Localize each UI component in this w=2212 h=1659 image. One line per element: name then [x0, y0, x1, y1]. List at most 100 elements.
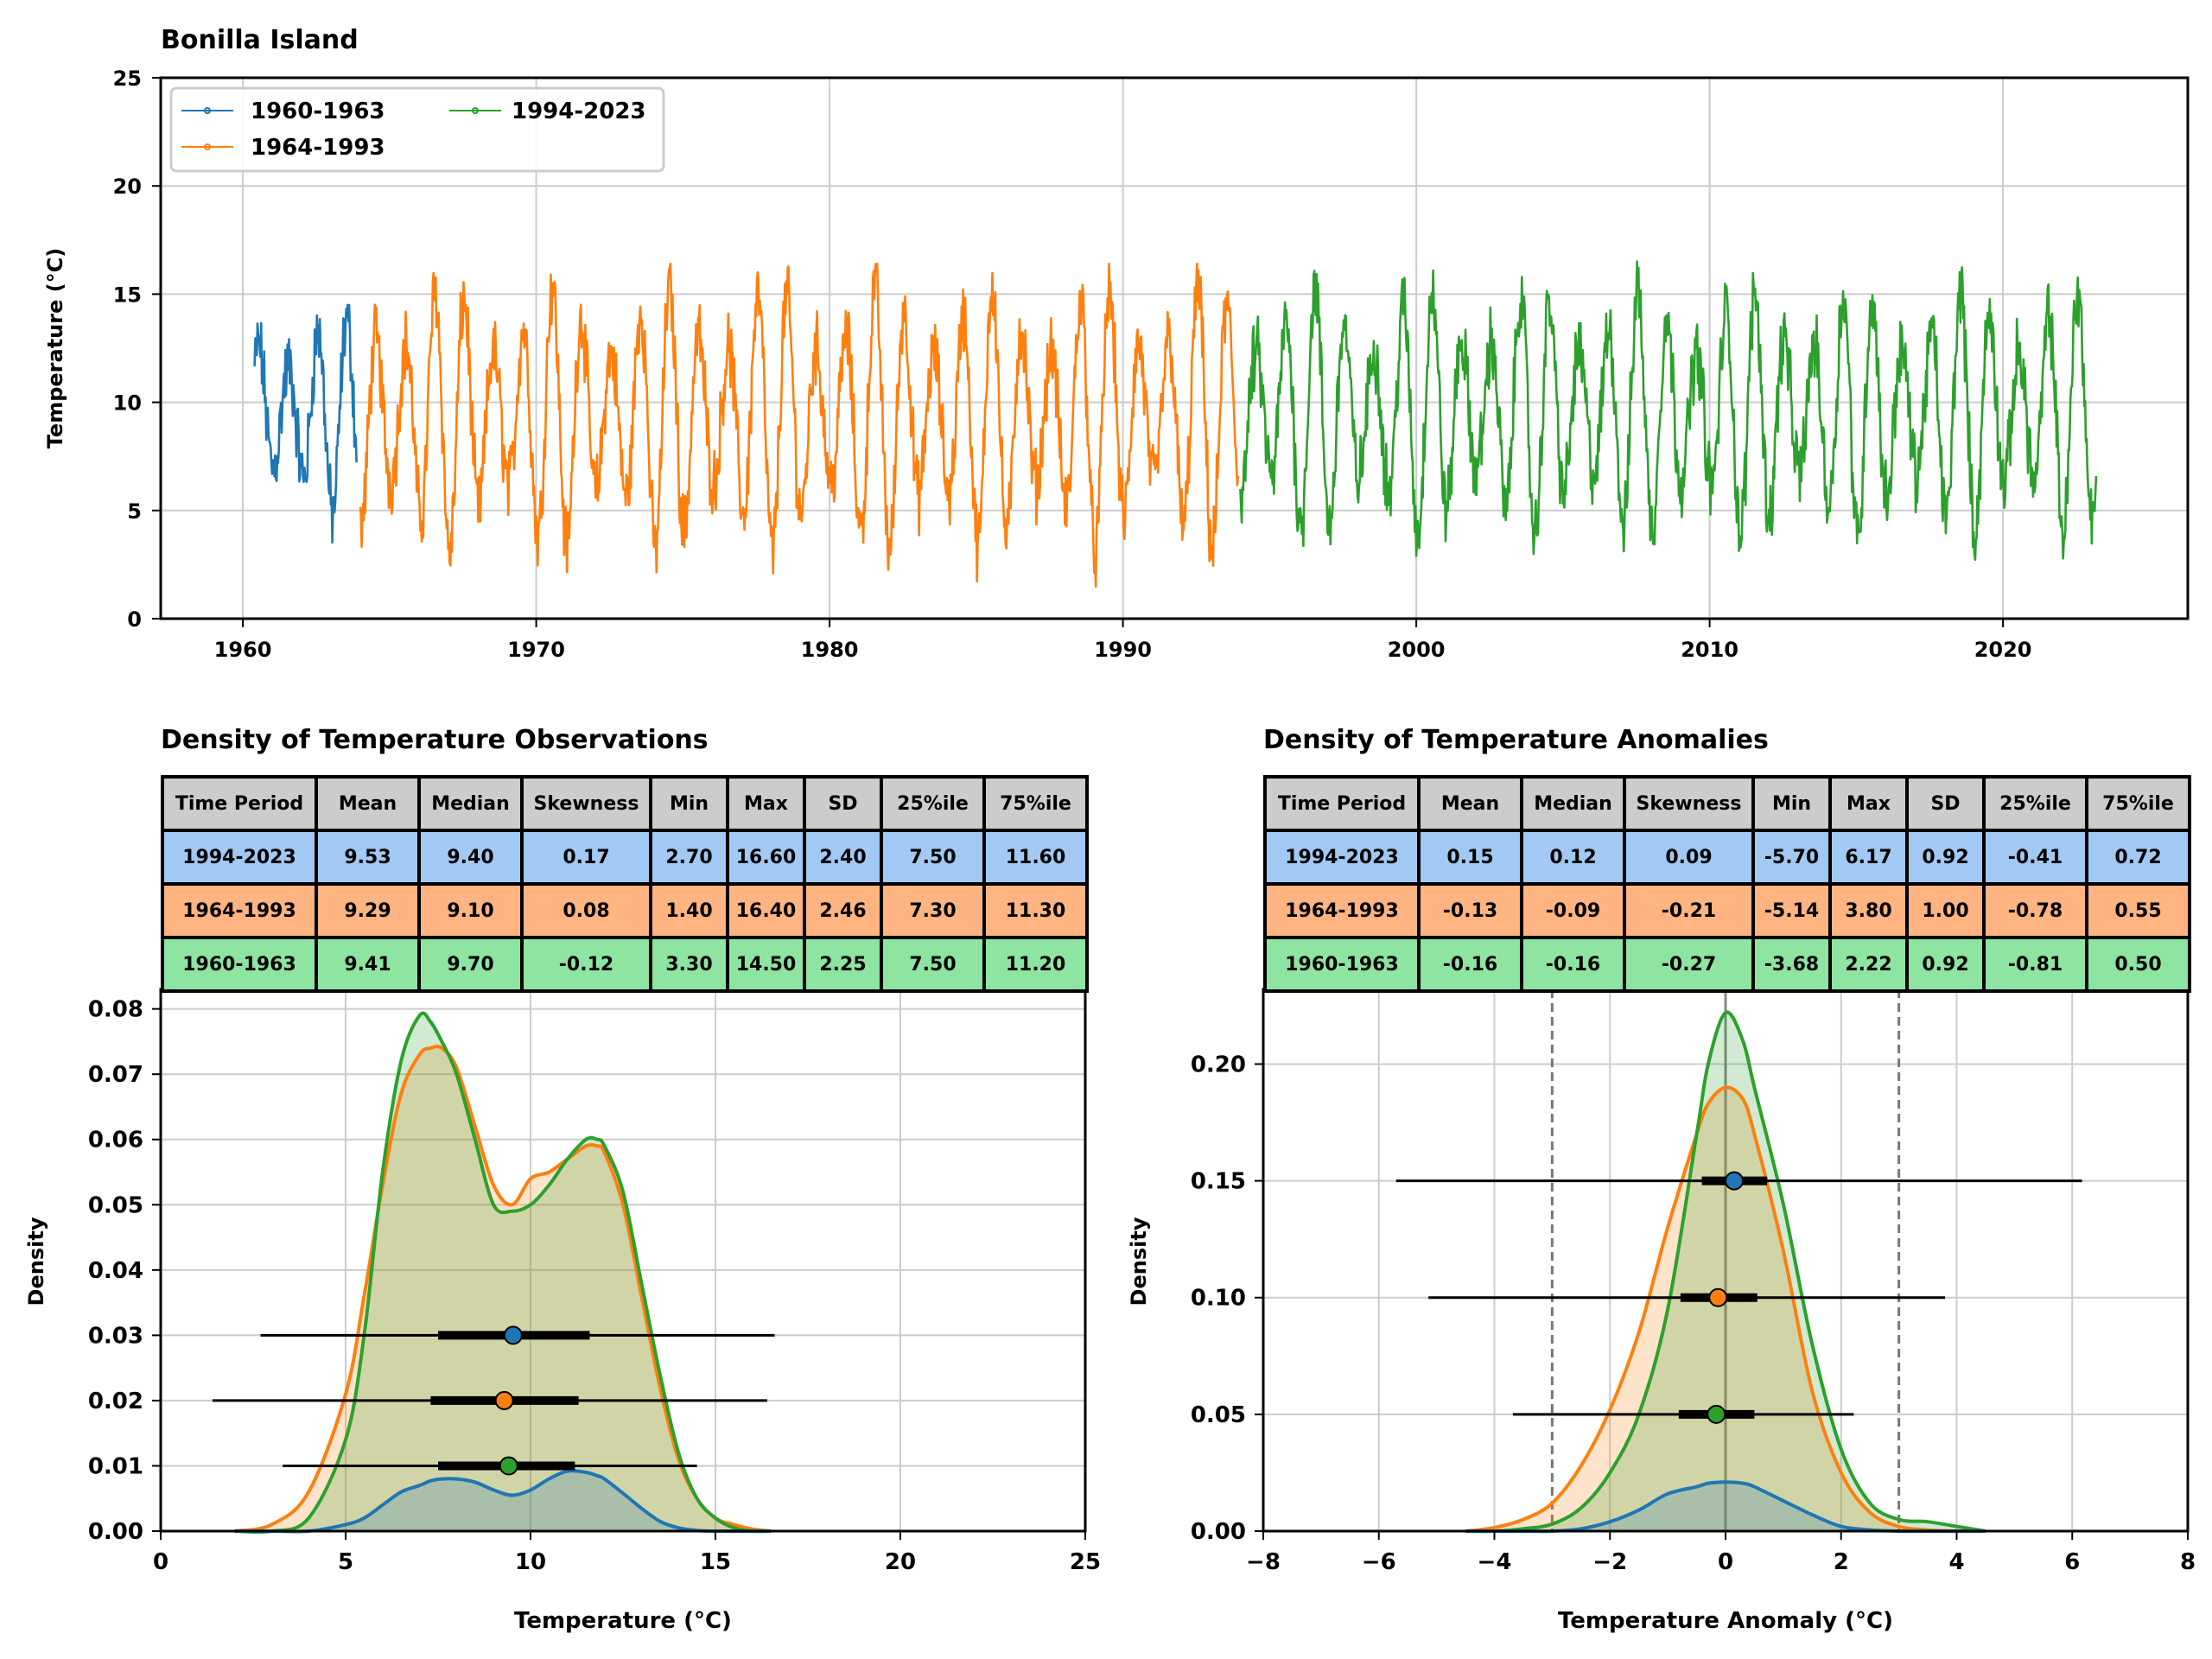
anomaly-table-cell: -0.78	[1982, 882, 2088, 939]
observation-table-header-cell: 75%ile	[982, 775, 1089, 832]
y-tick-label: 15	[113, 283, 142, 307]
anomaly-density-y-axis-label: Density	[1127, 1217, 1151, 1306]
y-tick-label: 0.00	[1191, 1519, 1246, 1545]
anomaly-table-row: 1994-2023 0.15 0.12 0.09 -5.70 6.17 0.92 -0.41 0…	[1263, 829, 2191, 886]
anomaly-table-header-cell: Max	[1828, 775, 1909, 832]
observation-table-cell: 0.08	[520, 882, 652, 939]
observation-table-cell: 0.17	[520, 829, 652, 886]
observation-stats-table: Time Period Mean Median Skewness Min Max SD 25%…	[161, 775, 1089, 993]
anomaly-table-row: 1964-1993 -0.13 -0.09 -0.21 -5.14 3.80 1.00 -0.…	[1263, 882, 2191, 939]
observation-table-cell: 9.40	[417, 829, 524, 886]
timeseries-panel: Bonilla Island 1960 1970 1980 1990 2000 2010 2…	[43, 25, 2190, 662]
y-tick-label: 25	[113, 67, 142, 91]
observation-table-cell: 16.40	[726, 882, 806, 939]
anomaly-table-cell: 1994-2023	[1263, 829, 1421, 886]
anomaly-table-header-cell: 25%ile	[1982, 775, 2088, 832]
observation-table-cell: 7.50	[880, 829, 986, 886]
observation-density-ticks: 0 5 10 15 20 25 0.00 0.01 0.02 0.03 0.04 0.05 0.06 0.…	[88, 997, 1101, 1575]
anomaly-table-cell: 6.17	[1828, 829, 1909, 886]
observation-table-header-cell: Time Period	[161, 775, 318, 832]
anomaly-table-cell: -3.68	[1751, 936, 1832, 993]
observation-table-cell: 7.30	[880, 882, 986, 939]
observation-table-cell: 2.46	[803, 882, 883, 939]
observation-table-cell: 11.20	[982, 936, 1089, 993]
density-area-1994-2023	[234, 1013, 772, 1533]
x-tick-label: 6	[2064, 1549, 2080, 1575]
anomaly-table-header-cell: Median	[1520, 775, 1626, 832]
mean-marker-1994-2023	[503, 1325, 523, 1345]
observation-table-cell: 11.60	[982, 829, 1089, 886]
observation-table-header-cell: Min	[649, 775, 729, 832]
density-area-1964-1993	[234, 1046, 772, 1531]
x-tick-label: −8	[1246, 1549, 1281, 1575]
observation-table-cell: 2.40	[803, 829, 883, 886]
legend-label-1960: 1960-1963	[251, 99, 385, 124]
mean-marker-1964-1993	[494, 1390, 514, 1410]
observation-table-cell: 1.40	[649, 882, 729, 939]
x-tick-label: 1990	[1094, 638, 1152, 662]
observation-table-cell: 2.70	[649, 829, 729, 886]
anomaly-table-cell: -0.27	[1623, 936, 1755, 993]
anomaly-table-cell: 0.72	[2085, 829, 2191, 886]
y-tick-label: 0.00	[88, 1519, 143, 1545]
anomaly-table-cell: 2.22	[1828, 936, 1909, 993]
density-area-1964-1993	[1465, 1087, 1986, 1532]
anomaly-table-header-cell: Time Period	[1263, 775, 1421, 832]
observation-table-cell: 3.30	[649, 936, 729, 993]
mean-marker-1960-1963	[1707, 1404, 1726, 1424]
density-curve-1964-1993	[234, 1044, 772, 1533]
timeseries-series	[253, 260, 2098, 588]
observation-table-header-cell: 25%ile	[880, 775, 986, 832]
observation-table-cell: 9.29	[315, 882, 421, 939]
observation-table-header-cell: SD	[803, 775, 883, 832]
observation-table-cell: 7.50	[880, 936, 986, 993]
x-tick-label: 8	[2180, 1549, 2196, 1575]
observation-table-cell: 9.10	[417, 882, 524, 939]
anomaly-table-cell: 0.50	[2085, 936, 2191, 993]
y-tick-label: 0.06	[88, 1128, 143, 1154]
anomaly-table-cell: 1.00	[1905, 882, 1986, 939]
observation-density-x-axis-label: Temperature (°C)	[514, 1608, 732, 1634]
anomaly-density-title: Density of Temperature Anomalies	[1263, 725, 1769, 755]
observation-density-curves	[234, 1011, 772, 1535]
y-tick-label: 0.03	[88, 1323, 143, 1349]
x-tick-label: −2	[1592, 1549, 1627, 1575]
legend-label-1964: 1964-1993	[251, 135, 385, 161]
legend-marker-1964	[204, 143, 211, 150]
anomaly-table-cell: 0.92	[1905, 936, 1986, 993]
observation-table-header-cell: Max	[726, 775, 806, 832]
anomaly-table-cell: 3.80	[1828, 882, 1909, 939]
x-tick-label: 4	[1948, 1549, 1964, 1575]
x-tick-label: 1960	[214, 638, 272, 662]
anomaly-table-cell: 0.55	[2085, 882, 2191, 939]
observation-table-cell: -0.12	[520, 936, 652, 993]
observation-table-row: 1964-1993 9.29 9.10 0.08 1.40 16.40 2.46 7.30 11…	[161, 882, 1089, 939]
observation-table-cell: 9.70	[417, 936, 524, 993]
anomaly-table-cell: 1960-1963	[1263, 936, 1421, 993]
x-tick-label: 2000	[1388, 638, 1446, 662]
density-area-1994-2023	[1465, 1012, 1986, 1532]
timeseries-y-axis-label: Temperature (°C)	[43, 248, 67, 449]
y-tick-label: 0	[127, 607, 142, 632]
y-tick-label: 0.10	[1191, 1286, 1246, 1312]
observation-table-cell: 16.60	[726, 829, 806, 886]
legend-item-1994: 1994-2023	[449, 99, 646, 124]
y-tick-label: 0.20	[1191, 1052, 1246, 1077]
observation-density-panel: Density of Temperature Observations 0 5 10…	[24, 725, 1101, 1634]
observation-density-y-axis-label: Density	[24, 1217, 48, 1306]
anomaly-table-cell: 0.09	[1623, 829, 1755, 886]
anomaly-table-cell: -0.21	[1623, 882, 1755, 939]
x-tick-label: 2010	[1681, 638, 1738, 662]
anomaly-table-cell: -5.70	[1751, 829, 1832, 886]
observation-table-row: 1960-1963 9.41 9.70 -0.12 3.30 14.50 2.25 7.50 1…	[161, 936, 1089, 993]
y-tick-label: 0.08	[88, 997, 143, 1023]
legend-box	[169, 86, 665, 173]
series-line-1994-2023	[1239, 260, 2098, 562]
timeseries-ticks: 1960 1970 1980 1990 2000 2010 2020 0 5 10 15 20 25	[113, 67, 2032, 662]
anomaly-table-cell: -0.81	[1982, 936, 2088, 993]
observation-table-header-row: Time Period Mean Median Skewness Min Max SD 25%…	[161, 775, 1089, 832]
anomaly-table-header-cell: SD	[1905, 775, 1986, 832]
anomaly-density-x-axis-label: Temperature Anomaly (°C)	[1558, 1608, 1893, 1634]
observation-density-markers	[212, 1325, 775, 1476]
